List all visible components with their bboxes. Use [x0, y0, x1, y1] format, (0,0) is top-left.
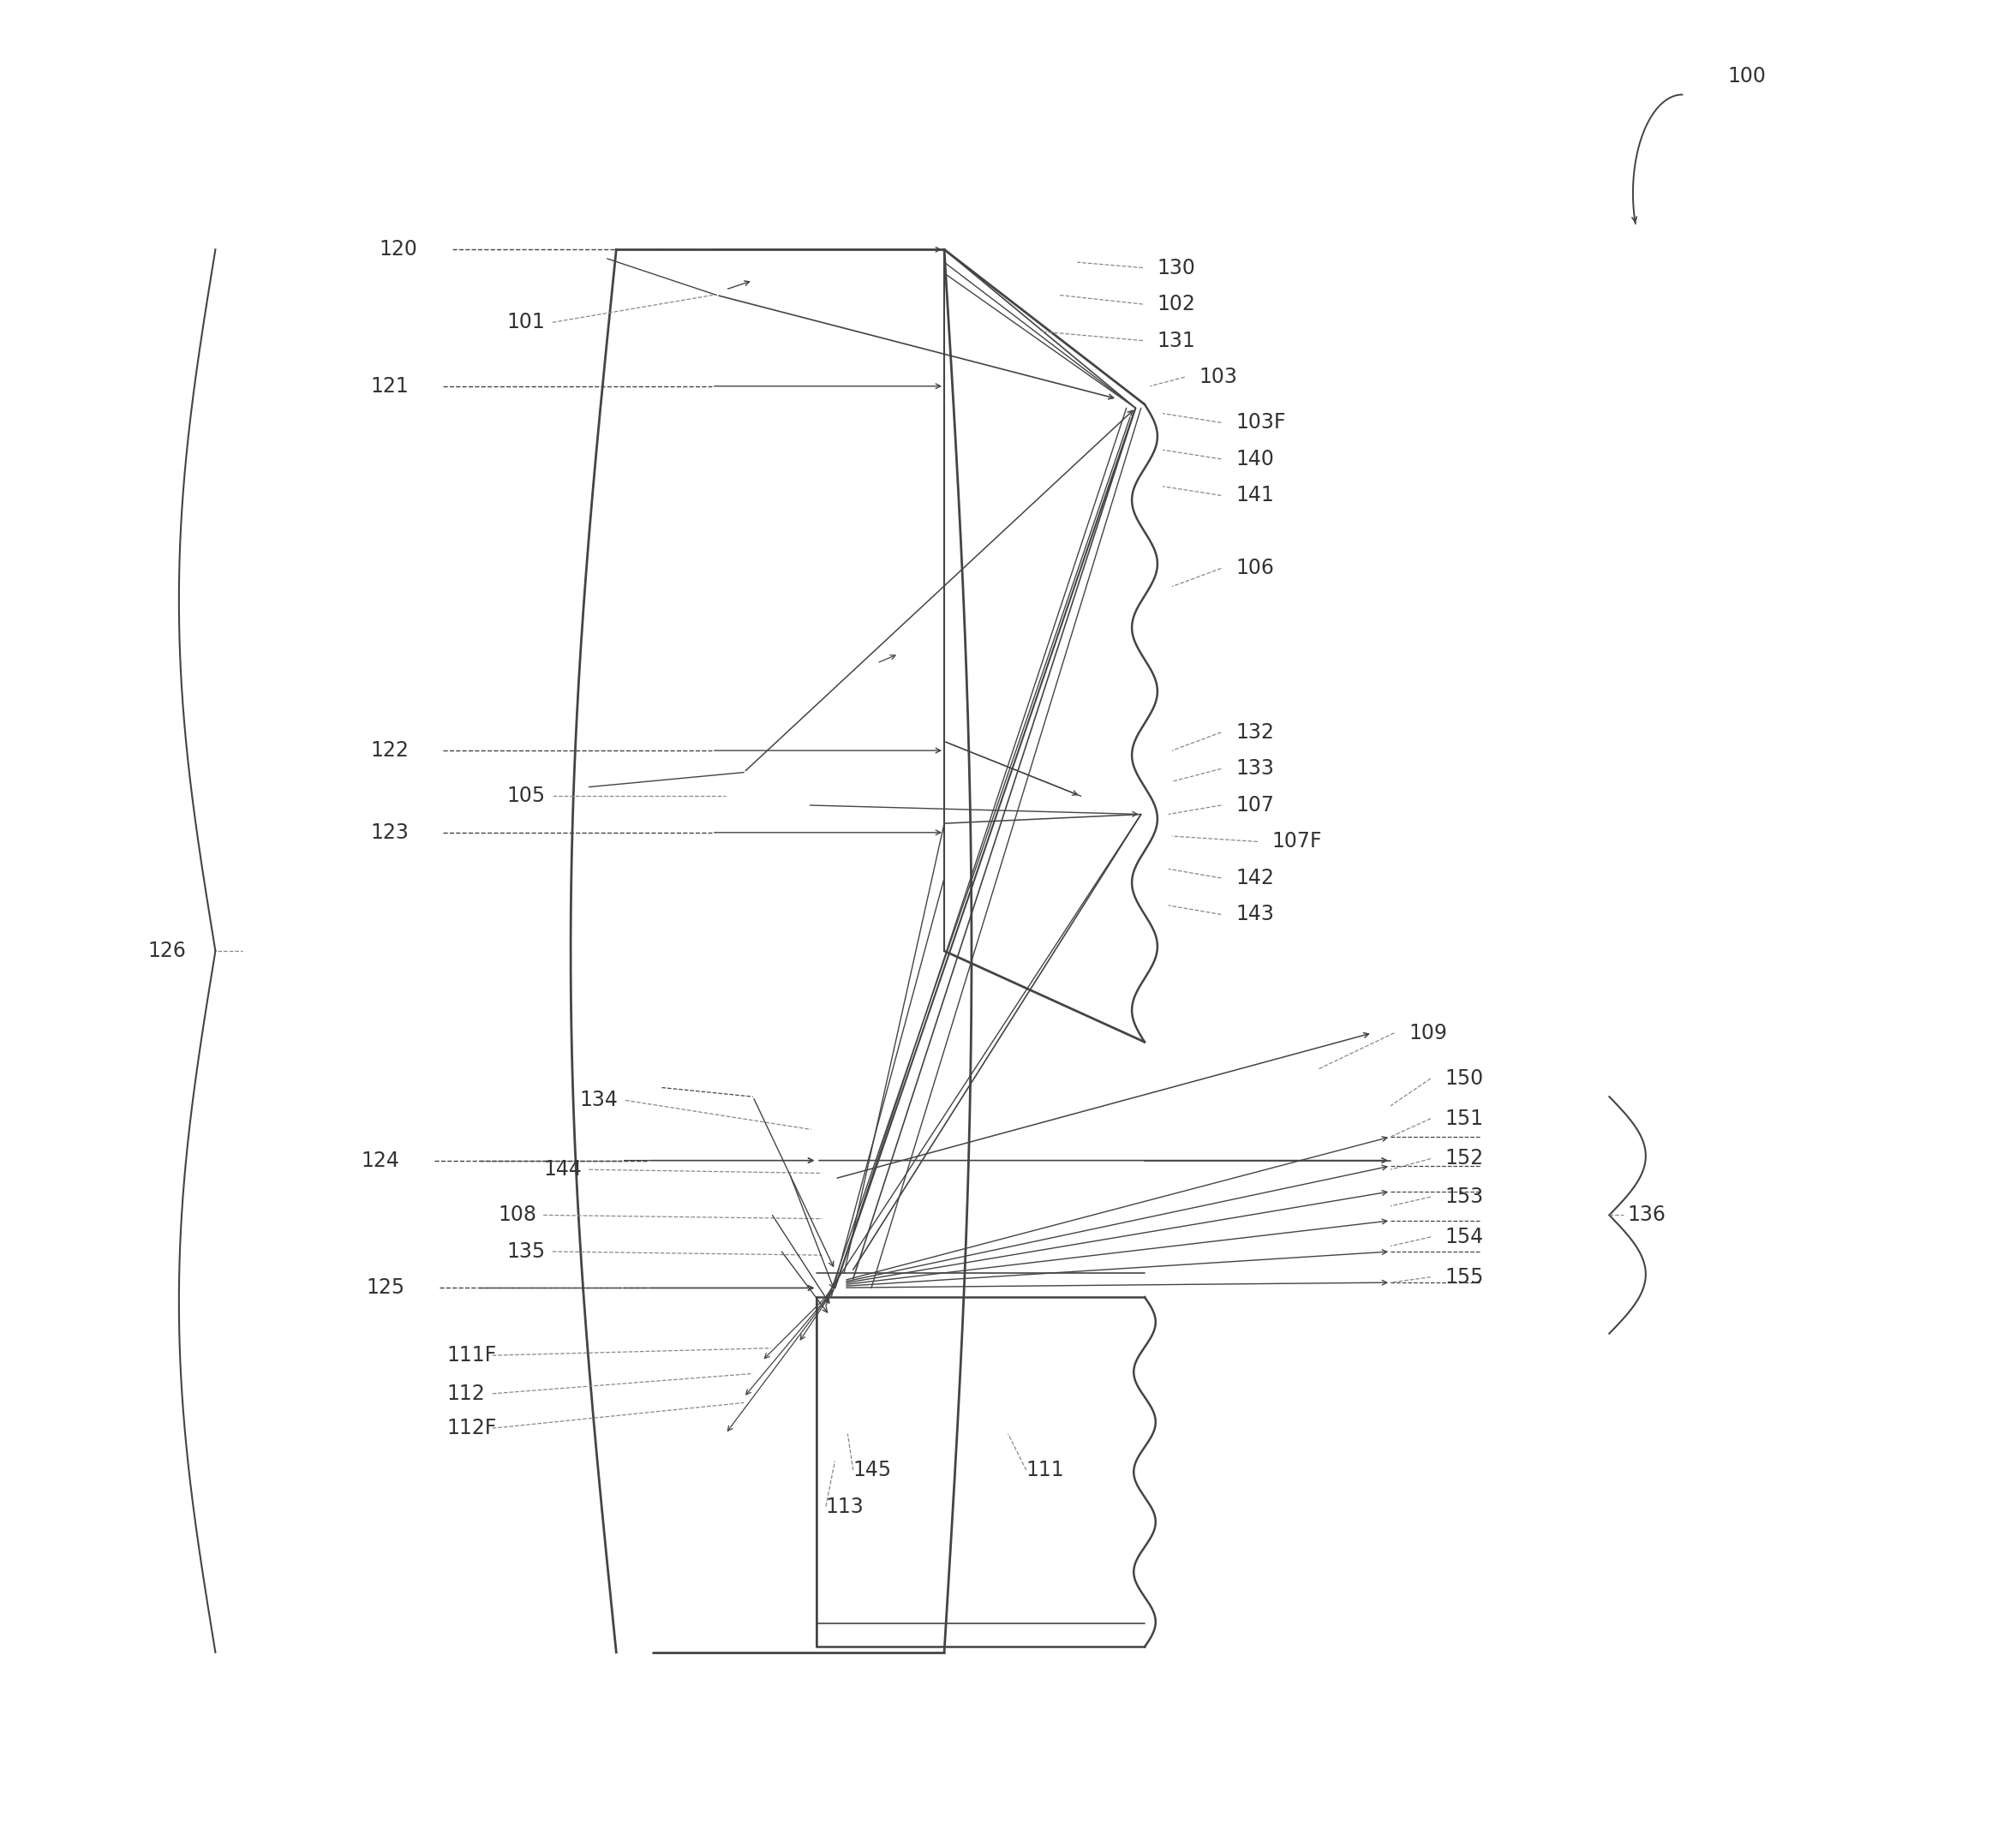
Text: 107F: 107F	[1272, 832, 1322, 852]
Text: 152: 152	[1445, 1149, 1484, 1169]
Text: 111: 111	[1026, 1460, 1064, 1480]
Text: 113: 113	[827, 1496, 865, 1516]
Text: 136: 136	[1627, 1205, 1665, 1225]
Text: 145: 145	[853, 1460, 891, 1480]
Text: 150: 150	[1445, 1068, 1484, 1088]
Text: 140: 140	[1236, 448, 1274, 470]
Text: 107: 107	[1236, 796, 1274, 816]
Text: 112F: 112F	[448, 1417, 496, 1439]
Text: 144: 144	[544, 1160, 583, 1180]
Text: 130: 130	[1157, 258, 1195, 278]
Text: 123: 123	[371, 823, 409, 843]
Text: 108: 108	[498, 1205, 536, 1225]
Text: 155: 155	[1445, 1267, 1484, 1288]
Text: 141: 141	[1236, 485, 1274, 507]
Text: 151: 151	[1445, 1108, 1484, 1128]
Text: 153: 153	[1445, 1187, 1484, 1207]
Text: 125: 125	[367, 1278, 405, 1299]
Text: 121: 121	[371, 377, 409, 397]
Text: 103: 103	[1200, 368, 1238, 388]
Text: 106: 106	[1236, 558, 1274, 578]
Text: 132: 132	[1236, 722, 1274, 743]
Text: 112: 112	[448, 1383, 486, 1405]
Text: 126: 126	[147, 940, 185, 962]
Text: 154: 154	[1445, 1227, 1484, 1247]
Text: 109: 109	[1409, 1022, 1447, 1043]
Text: 134: 134	[581, 1090, 619, 1110]
Text: 102: 102	[1157, 294, 1195, 315]
Text: 120: 120	[379, 240, 417, 260]
Text: 111F: 111F	[448, 1344, 496, 1366]
Text: 131: 131	[1157, 331, 1195, 351]
Text: 143: 143	[1236, 904, 1274, 925]
Text: 142: 142	[1236, 867, 1274, 889]
Text: 105: 105	[506, 786, 546, 807]
Text: 101: 101	[506, 313, 544, 333]
Text: 133: 133	[1236, 759, 1274, 779]
Text: 100: 100	[1728, 66, 1766, 86]
Text: 122: 122	[371, 741, 409, 761]
Text: 135: 135	[506, 1242, 546, 1262]
Text: 124: 124	[361, 1150, 399, 1171]
Text: 103F: 103F	[1236, 412, 1286, 433]
